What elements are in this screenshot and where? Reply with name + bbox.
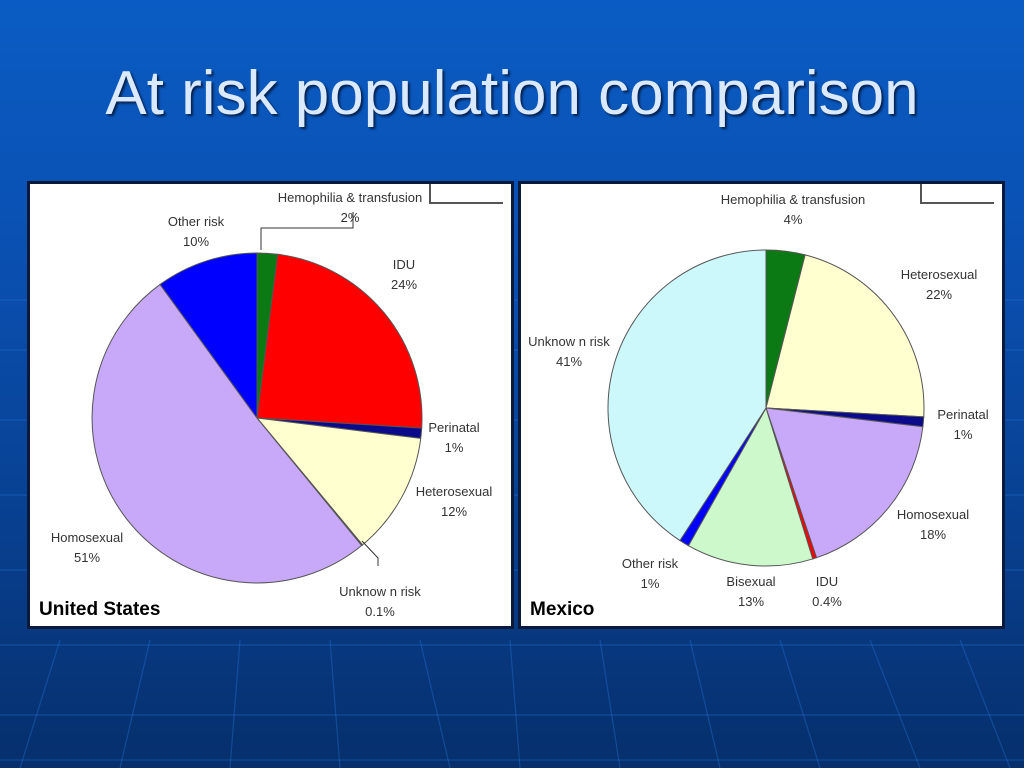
slice-label-bisexual: Bisexual 13% <box>726 574 775 609</box>
chart-panel-united-states: Hemophilia & transfusion 2% IDU 24% Perinata… <box>27 181 514 629</box>
slice-label-hemophilia-transfusion: Hemophilia & transfusion 2% <box>278 190 423 225</box>
slice-label-homosexual: Homosexual 18% <box>897 507 969 542</box>
pie-slice-heterosexual <box>255 417 422 546</box>
pie-slice-homosexual <box>91 283 363 584</box>
pie-slice-other-risk <box>159 252 258 420</box>
slice-label-heterosexual: Heterosexual 22% <box>901 267 978 302</box>
slide-title: At risk population comparison <box>105 59 919 128</box>
slice-label-idu: IDU 24% <box>391 257 417 292</box>
leader-line <box>361 540 379 566</box>
slice-label-hemophilia-transfusion: Hemophilia & transfusion 4% <box>721 192 866 227</box>
corner-bracket <box>920 184 994 204</box>
slice-label-perinatal: Perinatal 1% <box>937 407 988 442</box>
slice-label-other-risk: Other risk 1% <box>622 556 679 591</box>
slice-label-unknow-n-risk: Unknow n risk 0.1% <box>339 584 421 619</box>
chart-caption: Mexico <box>530 599 595 620</box>
slice-label-idu: IDU 0.4% <box>812 574 842 609</box>
slice-label-other-risk: Other risk 10% <box>168 214 225 249</box>
pie-chart-mexico: Hemophilia & transfusion 4% Heterosexual 22… <box>528 192 989 609</box>
corner-bracket <box>429 184 503 204</box>
chart-panel-mexico: Hemophilia & transfusion 4% Heterosexual 22… <box>518 181 1005 629</box>
pie-chart-united-states: Hemophilia & transfusion 2% IDU 24% Perinata… <box>51 190 493 619</box>
leader-line <box>260 212 354 250</box>
pie-slice-homosexual <box>765 407 924 559</box>
pie-slice-bisexual <box>687 406 814 567</box>
slice-label-homosexual: Homosexual 51% <box>51 530 123 565</box>
slice-label-perinatal: Perinatal 1% <box>428 420 479 455</box>
chart-caption: United States <box>39 599 161 620</box>
pie-slice-heterosexual <box>765 254 925 418</box>
slice-label-unknow-n-risk: Unknow n risk 41% <box>528 334 610 369</box>
slice-label-heterosexual: Heterosexual 12% <box>416 484 493 519</box>
pie-slice-unknow-n-risk <box>607 249 767 542</box>
pie-slice-idu <box>256 253 423 429</box>
